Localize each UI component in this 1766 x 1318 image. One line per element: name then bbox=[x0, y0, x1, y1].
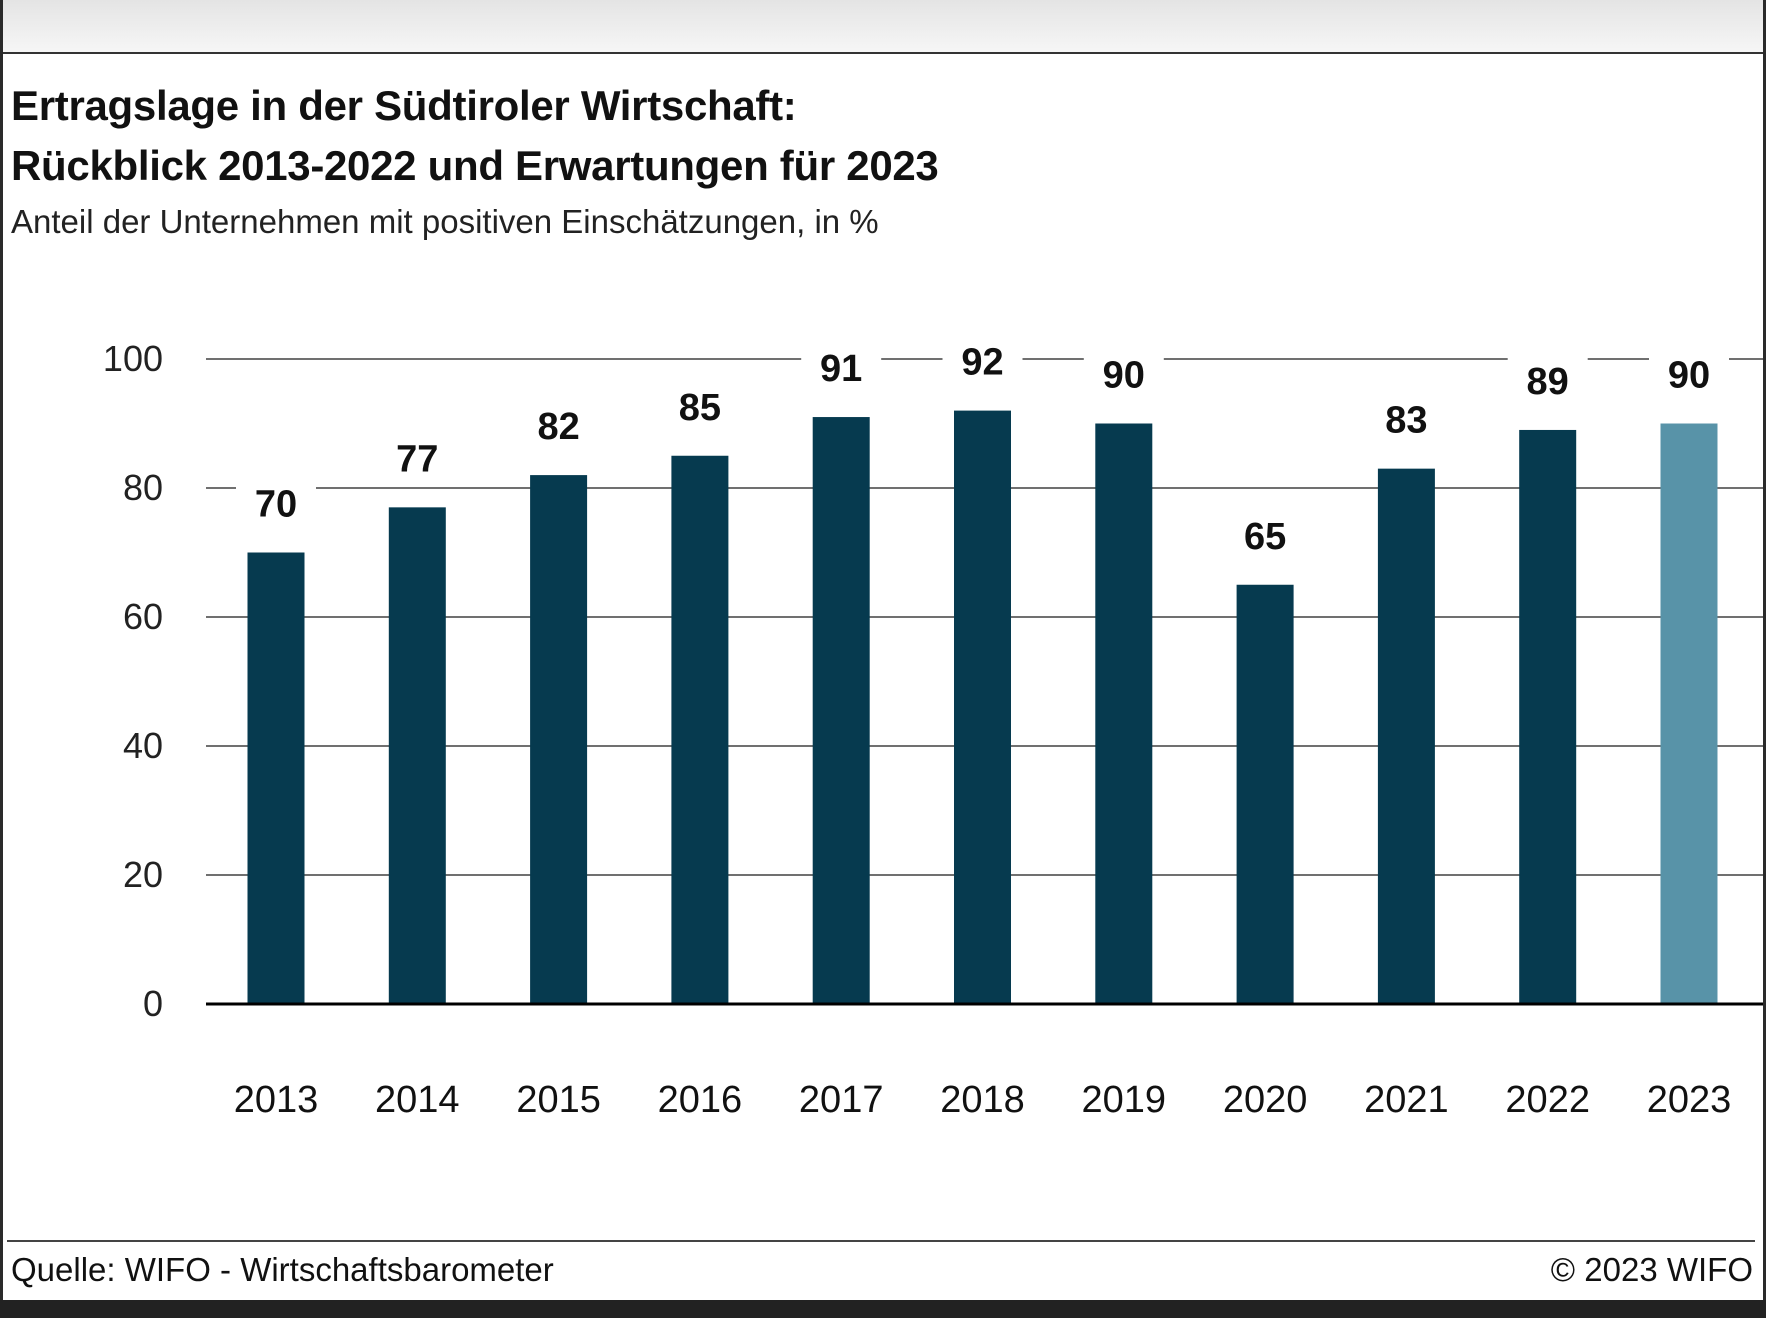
data-label-background bbox=[659, 383, 740, 432]
data-label-2015: 82 bbox=[537, 406, 579, 448]
x-tick-label: 2013 bbox=[234, 1079, 319, 1121]
data-labels: 70 77 82 85 91 92 90 65 83 89 90 bbox=[236, 338, 1729, 561]
copyright-note: © 2023 WIFO bbox=[1550, 1251, 1753, 1288]
data-label-2019: 90 bbox=[1103, 355, 1145, 397]
bar-2014 bbox=[388, 507, 446, 1004]
bar-2015 bbox=[530, 475, 588, 1005]
x-tick-label: 2023 bbox=[1647, 1079, 1732, 1121]
bar-2020 bbox=[1236, 584, 1294, 1004]
data-label-2017: 91 bbox=[820, 348, 862, 390]
chart-title: Ertragslage in der Südtiroler Wirtschaft… bbox=[11, 76, 939, 196]
data-label-background bbox=[518, 403, 599, 452]
chart-subtitle: Anteil der Unternehmen mit positiven Ein… bbox=[11, 203, 879, 240]
data-label-2018: 92 bbox=[961, 342, 1003, 384]
bar-2022 bbox=[1519, 429, 1577, 1004]
x-tick-label: 2022 bbox=[1505, 1079, 1590, 1121]
x-tick-label: 2015 bbox=[516, 1079, 601, 1121]
data-label-background bbox=[801, 345, 882, 394]
data-label-background bbox=[1507, 357, 1588, 406]
x-tick-label: 2016 bbox=[658, 1079, 743, 1121]
data-label-background bbox=[1366, 396, 1447, 445]
data-label-2021: 83 bbox=[1385, 400, 1427, 442]
data-label-2023: 90 bbox=[1668, 355, 1710, 397]
data-label-2014: 77 bbox=[396, 438, 438, 480]
bar-chart: 0 20 40 60 80 100 70 77 82 85 91 92 90 65 83 89 90 2013… bbox=[103, 338, 1763, 1121]
bar-2017 bbox=[812, 417, 870, 1004]
x-tick-label: 2017 bbox=[799, 1079, 884, 1121]
data-label-background bbox=[1649, 351, 1729, 400]
x-tick-label: 2014 bbox=[375, 1079, 460, 1121]
data-label-background bbox=[1083, 351, 1164, 400]
data-label-background bbox=[236, 480, 316, 529]
x-tick-label: 2021 bbox=[1364, 1079, 1449, 1121]
x-axis-ticks: 2013 2014 2015 2016 2017 2018 2019 2020 2021 2022… bbox=[234, 1079, 1732, 1121]
data-label-background bbox=[377, 435, 458, 484]
bar-2021 bbox=[1377, 468, 1435, 1004]
data-label-background bbox=[942, 338, 1023, 387]
y-tick-label: 60 bbox=[123, 596, 163, 637]
data-label-2016: 85 bbox=[679, 387, 721, 429]
bottom-strip bbox=[0, 1300, 1766, 1318]
x-tick-label: 2018 bbox=[940, 1079, 1025, 1121]
bar-2016 bbox=[671, 455, 729, 1004]
data-label-background bbox=[1225, 512, 1306, 561]
footer-divider bbox=[7, 1240, 1755, 1242]
top-strip bbox=[3, 0, 1763, 54]
data-label-2022: 89 bbox=[1527, 361, 1569, 403]
data-label-2013: 70 bbox=[255, 484, 297, 526]
bars bbox=[247, 410, 1718, 1005]
y-tick-label: 0 bbox=[143, 983, 163, 1024]
data-label-2020: 65 bbox=[1244, 516, 1286, 558]
x-tick-label: 2019 bbox=[1082, 1079, 1167, 1121]
y-tick-label: 100 bbox=[103, 338, 163, 379]
bar-2023 bbox=[1660, 423, 1718, 1004]
title-line-1: Ertragslage in der Südtiroler Wirtschaft… bbox=[11, 82, 797, 129]
title-line-2: Rückblick 2013-2022 und Erwartungen für … bbox=[11, 142, 939, 189]
x-tick-label: 2020 bbox=[1223, 1079, 1308, 1121]
bar-2013 bbox=[247, 552, 305, 1004]
y-axis-ticks: 0 20 40 60 80 100 bbox=[103, 338, 163, 1024]
y-tick-label: 80 bbox=[123, 467, 163, 508]
bar-2018 bbox=[954, 410, 1011, 1005]
y-tick-label: 40 bbox=[123, 725, 163, 766]
y-tick-label: 20 bbox=[123, 854, 163, 895]
bar-2019 bbox=[1095, 423, 1153, 1004]
source-note: Quelle: WIFO - Wirtschaftsbarometer bbox=[11, 1251, 554, 1288]
